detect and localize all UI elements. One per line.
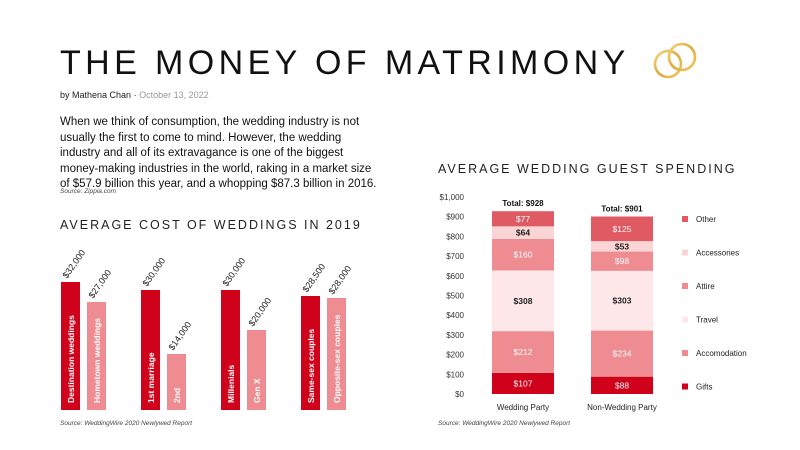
legend-label: Travel <box>696 316 718 325</box>
spending-category-label: Wedding Party <box>497 403 549 412</box>
cost-bar <box>61 282 80 410</box>
legend-label: Attire <box>696 282 715 291</box>
cost-bar <box>221 290 240 410</box>
y-tick-label: $400 <box>446 311 464 320</box>
cost-bar-category-label: Opposite-sex couples <box>332 314 342 403</box>
spending-segment <box>492 238 554 271</box>
spending-segment <box>492 331 554 373</box>
cost-bar-value-label: $28,500 <box>300 262 327 294</box>
cost-chart: $32,000 Destination weddings $27,000 Hometo… <box>60 248 353 410</box>
cost-bar-category-label: Gen X <box>252 378 262 403</box>
spending-segment-label: $212 <box>514 347 533 357</box>
cost-bar <box>247 330 266 410</box>
y-tick-label: $800 <box>446 232 464 241</box>
spending-segment <box>591 241 653 252</box>
spending-segment-label: $125 <box>613 224 632 234</box>
spending-segment <box>492 226 554 239</box>
cost-bar-category-label: Destination weddings <box>66 315 76 403</box>
cost-bar-value-label: $30,000 <box>220 256 247 288</box>
legend-swatch <box>682 316 688 323</box>
spending-segment <box>591 270 653 331</box>
author: by Mathena Chan <box>60 90 132 100</box>
cost-bar <box>327 298 346 410</box>
spending-segment-label: $88 <box>615 380 629 390</box>
spending-total-label: Total: $901 <box>601 205 643 214</box>
y-tick-label: $900 <box>446 213 464 222</box>
cost-bar <box>87 302 106 410</box>
byline: by Mathena Chan · October 13, 2022 <box>60 90 209 100</box>
spending-segment <box>492 372 554 394</box>
y-tick-label: $100 <box>446 370 464 379</box>
cost-bar-value-label: $28,000 <box>326 264 353 296</box>
spending-segment-label: $160 <box>514 250 533 260</box>
legend-swatch <box>682 216 688 222</box>
legend-swatch <box>682 283 688 289</box>
y-tick-label: $600 <box>446 272 464 281</box>
spending-segment-label: $98 <box>615 256 629 266</box>
spending-segment-label: $77 <box>516 214 530 224</box>
y-tick-label: $200 <box>446 351 464 360</box>
intro-source: Source: Zippia.com <box>60 188 116 195</box>
spending-segment-label: $234 <box>613 349 632 359</box>
cost-bar <box>301 296 320 410</box>
spending-segment-label: $64 <box>516 228 530 238</box>
y-tick-label: $500 <box>446 292 464 301</box>
cost-bar-category-label: Millenials <box>226 364 236 403</box>
y-tick-label: $700 <box>446 252 464 261</box>
legend-label: Accomodation <box>696 349 747 358</box>
cost-bar-value-label: $32,000 <box>60 248 87 280</box>
spending-segment <box>492 270 554 332</box>
spending-segment-label: $107 <box>514 378 533 388</box>
legend-swatch <box>682 350 688 356</box>
spending-segment-label: $53 <box>615 241 629 251</box>
spending-segment <box>591 216 653 242</box>
spending-segment <box>591 330 653 377</box>
spending-category-label: Non-Wedding Party <box>587 403 657 412</box>
spending-segment <box>492 211 554 227</box>
spending-total-label: Total: $928 <box>502 199 544 208</box>
cost-bar-value-label: $30,000 <box>140 256 167 288</box>
spending-chart-title: AVERAGE WEDDING GUEST SPENDING <box>438 162 737 176</box>
cost-bar-value-label: $27,000 <box>86 268 113 300</box>
cost-bar-category-label: 1st marriage <box>146 352 156 403</box>
legend-swatch <box>682 383 688 390</box>
spending-segment <box>591 376 653 394</box>
cost-bar-value-label: $14,000 <box>166 320 193 352</box>
intro-paragraph: When we think of consumption, the weddin… <box>60 116 377 190</box>
y-tick-label: $0 <box>455 390 464 399</box>
legend-label: Accessories <box>696 249 739 258</box>
spending-segment <box>591 251 653 271</box>
cost-bar <box>141 290 160 410</box>
page-title: THE MONEY OF MATRIMONY <box>60 44 630 82</box>
spending-chart-source: Source: WeddingWire 2020 Newlywed Report <box>438 420 571 427</box>
legend-label: Gifts <box>696 383 712 392</box>
publish-date: October 13, 2022 <box>139 90 209 100</box>
y-tick-label: $1,000 <box>440 193 465 202</box>
spending-segment-label: $308 <box>514 296 533 306</box>
cost-chart-source: Source: WeddingWire 2020 Newlywed Report <box>60 420 193 427</box>
y-tick-label: $300 <box>446 331 464 340</box>
legend-swatch <box>682 249 688 256</box>
cost-chart-title: AVERAGE COST OF WEDDINGS IN 2019 <box>60 218 362 232</box>
cost-bar-category-label: 2nd <box>172 388 182 403</box>
wedding-rings-icon <box>653 42 697 79</box>
cost-bar-value-label: $20,000 <box>246 296 273 328</box>
byline-separator: · <box>133 90 137 100</box>
cost-bar-category-label: Same-sex couples <box>306 329 316 403</box>
cost-bar-category-label: Hometown weddings <box>92 318 102 403</box>
spending-chart: $0 $100 $200 $300 $400 $500 $600 $700 $800 $900 $1… <box>440 193 747 412</box>
legend-label: Other <box>696 215 716 224</box>
spending-segment-label: $303 <box>613 296 632 306</box>
cost-bar <box>167 354 186 410</box>
